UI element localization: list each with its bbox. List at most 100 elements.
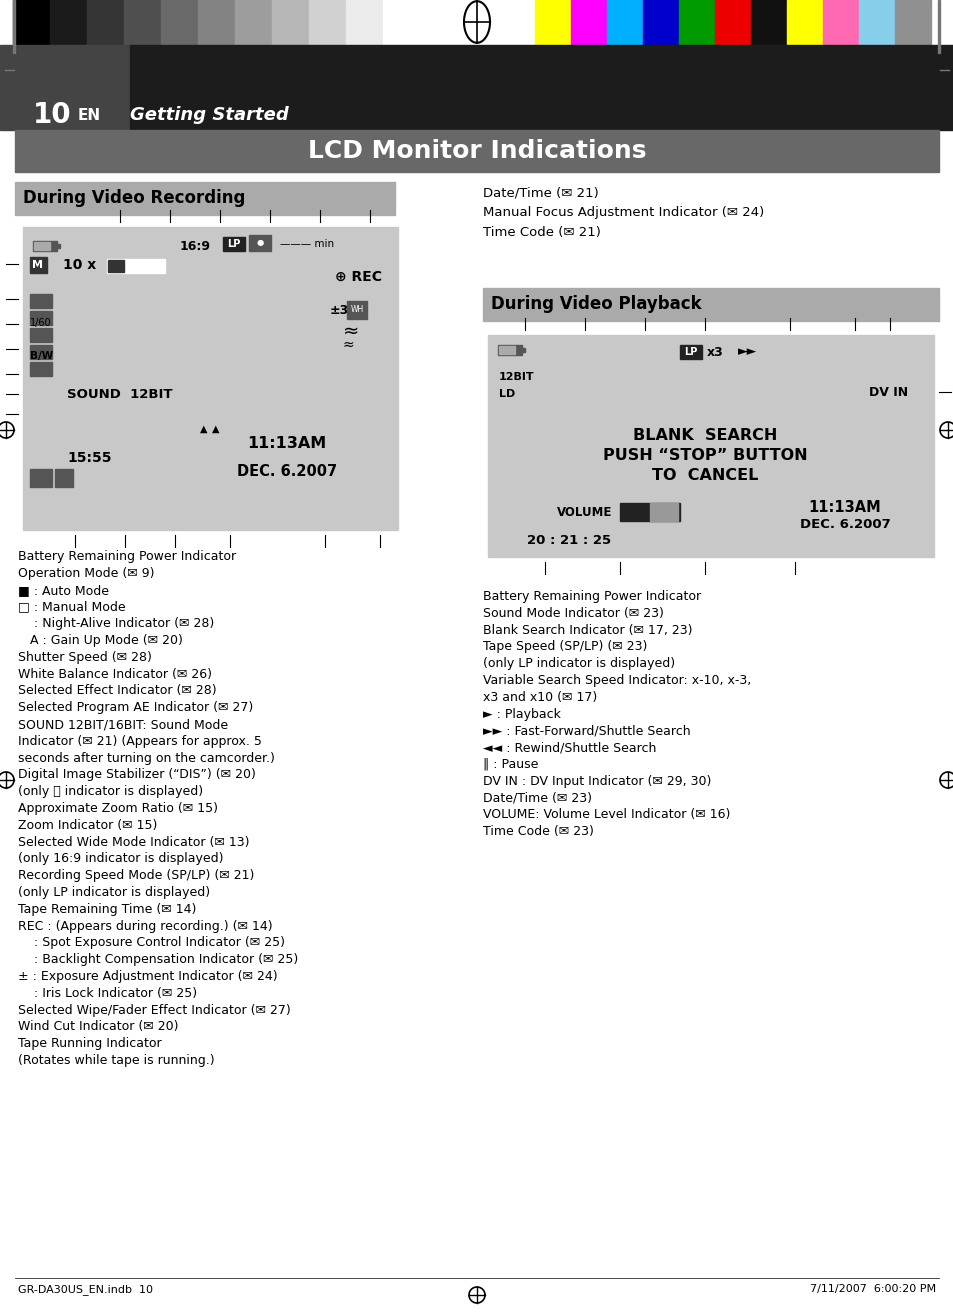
Text: Approximate Zoom Ratio (✉ 15): Approximate Zoom Ratio (✉ 15) [18,802,218,815]
Bar [223,237,245,251]
Text: 1/60: 1/60 [30,318,51,328]
Bar [13,0,50,45]
Bar [679,345,701,359]
Bar [30,345,52,359]
Text: Digital Image Stabilizer (“DIS”) (✉ 20): Digital Image Stabilizer (“DIS”) (✉ 20) [18,769,255,782]
Text: Variable Search Speed Indicator: x-10, x-3,: Variable Search Speed Indicator: x-10, x… [482,674,750,687]
Text: VOLUME: Volume Level Indicator (✉ 16): VOLUME: Volume Level Indicator (✉ 16) [482,808,730,821]
Bar [15,130,938,172]
Bar [495,362,577,408]
Text: SOUND  12BIT: SOUND 12BIT [67,388,172,401]
Text: : Night-Alive Indicator (✉ 28): : Night-Alive Indicator (✉ 28) [18,617,214,630]
Text: ◄◄ : Rewind/Shuttle Search: ◄◄ : Rewind/Shuttle Search [482,741,656,754]
Text: ●: ● [256,239,263,248]
Bar [33,241,57,251]
Text: Battery Remaining Power Indicator: Battery Remaining Power Indicator [18,550,236,563]
Bar [124,0,161,45]
Bar [382,0,419,45]
Text: ±3: ±3 [330,304,349,318]
Text: SOUND 12BIT/16BIT: Sound Mode: SOUND 12BIT/16BIT: Sound Mode [18,718,228,731]
Text: BLANK  SEARCH: BLANK SEARCH [632,428,777,442]
Text: Manual Focus Adjustment Indicator (✉ 24): Manual Focus Adjustment Indicator (✉ 24) [482,206,763,219]
Text: Selected Wide Mode Indicator (✉ 13): Selected Wide Mode Indicator (✉ 13) [18,836,250,849]
Text: DEC. 6.2007: DEC. 6.2007 [799,518,889,531]
Bar [87,0,124,45]
Text: VOLUME: VOLUME [557,506,612,520]
Text: DEC. 6.2007: DEC. 6.2007 [236,463,336,479]
Bar [130,45,953,130]
Text: B/W: B/W [30,352,53,361]
Bar [30,257,47,273]
Bar [714,0,750,45]
Text: LP: LP [227,239,240,249]
Bar [309,0,346,45]
Bar [274,234,385,255]
Bar [30,328,52,342]
Bar [535,0,571,45]
Bar [571,0,606,45]
Text: Selected Effect Indicator (✉ 28): Selected Effect Indicator (✉ 28) [18,685,216,698]
Bar [347,300,367,319]
Text: TO  CANCEL: TO CANCEL [651,467,758,483]
Text: ► : Playback: ► : Playback [482,707,560,720]
Text: Shutter Speed (✉ 28): Shutter Speed (✉ 28) [18,651,152,664]
Text: Selected Program AE Indicator (✉ 27): Selected Program AE Indicator (✉ 27) [18,701,253,714]
Text: ± : Exposure Adjustment Indicator (✉ 24): ± : Exposure Adjustment Indicator (✉ 24) [18,970,277,983]
Text: ≈: ≈ [343,321,359,341]
Bar [894,0,930,45]
Bar [30,468,52,487]
Text: 11:13AM: 11:13AM [808,500,881,514]
Text: 16:9: 16:9 [179,240,211,253]
Text: (only Ⓝ indicator is displayed): (only Ⓝ indicator is displayed) [18,785,203,798]
Text: x3: x3 [706,345,722,358]
Bar [482,331,938,562]
Text: Wind Cut Indicator (✉ 20): Wind Cut Indicator (✉ 20) [18,1021,178,1034]
Text: (Rotates while tape is running.): (Rotates while tape is running.) [18,1054,214,1067]
Bar [13,0,15,52]
Text: Tape Running Indicator: Tape Running Indicator [18,1038,161,1050]
Text: : Backlight Compensation Indicator (✉ 25): : Backlight Compensation Indicator (✉ 25… [18,954,298,966]
Text: 10: 10 [32,101,71,129]
Bar [346,0,382,45]
Bar [606,0,642,45]
Text: Tape Speed (SP/LP) (✉ 23): Tape Speed (SP/LP) (✉ 23) [482,640,647,653]
Text: Selected Wipe/Fader Effect Indicator (✉ 27): Selected Wipe/Fader Effect Indicator (✉ … [18,1004,291,1017]
Text: LCD Monitor Indications: LCD Monitor Indications [308,139,645,163]
Bar [15,182,395,215]
Text: DV IN: DV IN [868,386,907,399]
Bar [642,0,679,45]
Text: Blank Search Indicator (✉ 17, 23): Blank Search Indicator (✉ 17, 23) [482,623,692,636]
Bar [553,502,704,523]
Text: ‖ : Pause: ‖ : Pause [482,758,537,771]
Bar [497,345,521,356]
Text: (only 16:9 indicator is displayed): (only 16:9 indicator is displayed) [18,853,223,866]
Bar [108,260,124,272]
Text: PUSH “STOP” BUTTON: PUSH “STOP” BUTTON [602,447,806,463]
Bar [679,0,714,45]
Text: Getting Started: Getting Started [130,106,289,125]
Text: Time Code (✉ 21): Time Code (✉ 21) [482,226,600,239]
Text: 12BIT: 12BIT [498,373,534,382]
Text: ▲: ▲ [200,424,208,434]
Bar [61,447,171,468]
Text: □ : Manual Mode: □ : Manual Mode [18,601,126,614]
Text: M: M [32,260,44,270]
Text: Date/Time (✉ 21): Date/Time (✉ 21) [482,186,598,199]
Bar [30,294,52,308]
Bar [498,346,515,354]
Text: Operation Mode (✉ 9): Operation Mode (✉ 9) [18,567,154,580]
Text: Indicator (✉ 21) (Appears for approx. 5: Indicator (✉ 21) (Appears for approx. 5 [18,735,262,748]
Text: : Iris Lock Indicator (✉ 25): : Iris Lock Indicator (✉ 25) [18,987,197,1000]
Bar [30,362,52,377]
Bar [107,258,165,273]
Text: White Balance Indicator (✉ 26): White Balance Indicator (✉ 26) [18,668,212,681]
Bar [30,311,52,325]
Bar [495,529,642,551]
Text: DV IN : DV Input Indicator (✉ 29, 30): DV IN : DV Input Indicator (✉ 29, 30) [482,775,711,787]
Text: (only LP indicator is displayed): (only LP indicator is displayed) [18,886,210,899]
Text: seconds after turning on the camcorder.): seconds after turning on the camcorder.) [18,752,274,765]
Text: ▲: ▲ [212,424,219,434]
Text: 10 x: 10 x [63,258,96,272]
Bar [161,0,198,45]
Text: Zoom Indicator (✉ 15): Zoom Indicator (✉ 15) [18,819,157,832]
